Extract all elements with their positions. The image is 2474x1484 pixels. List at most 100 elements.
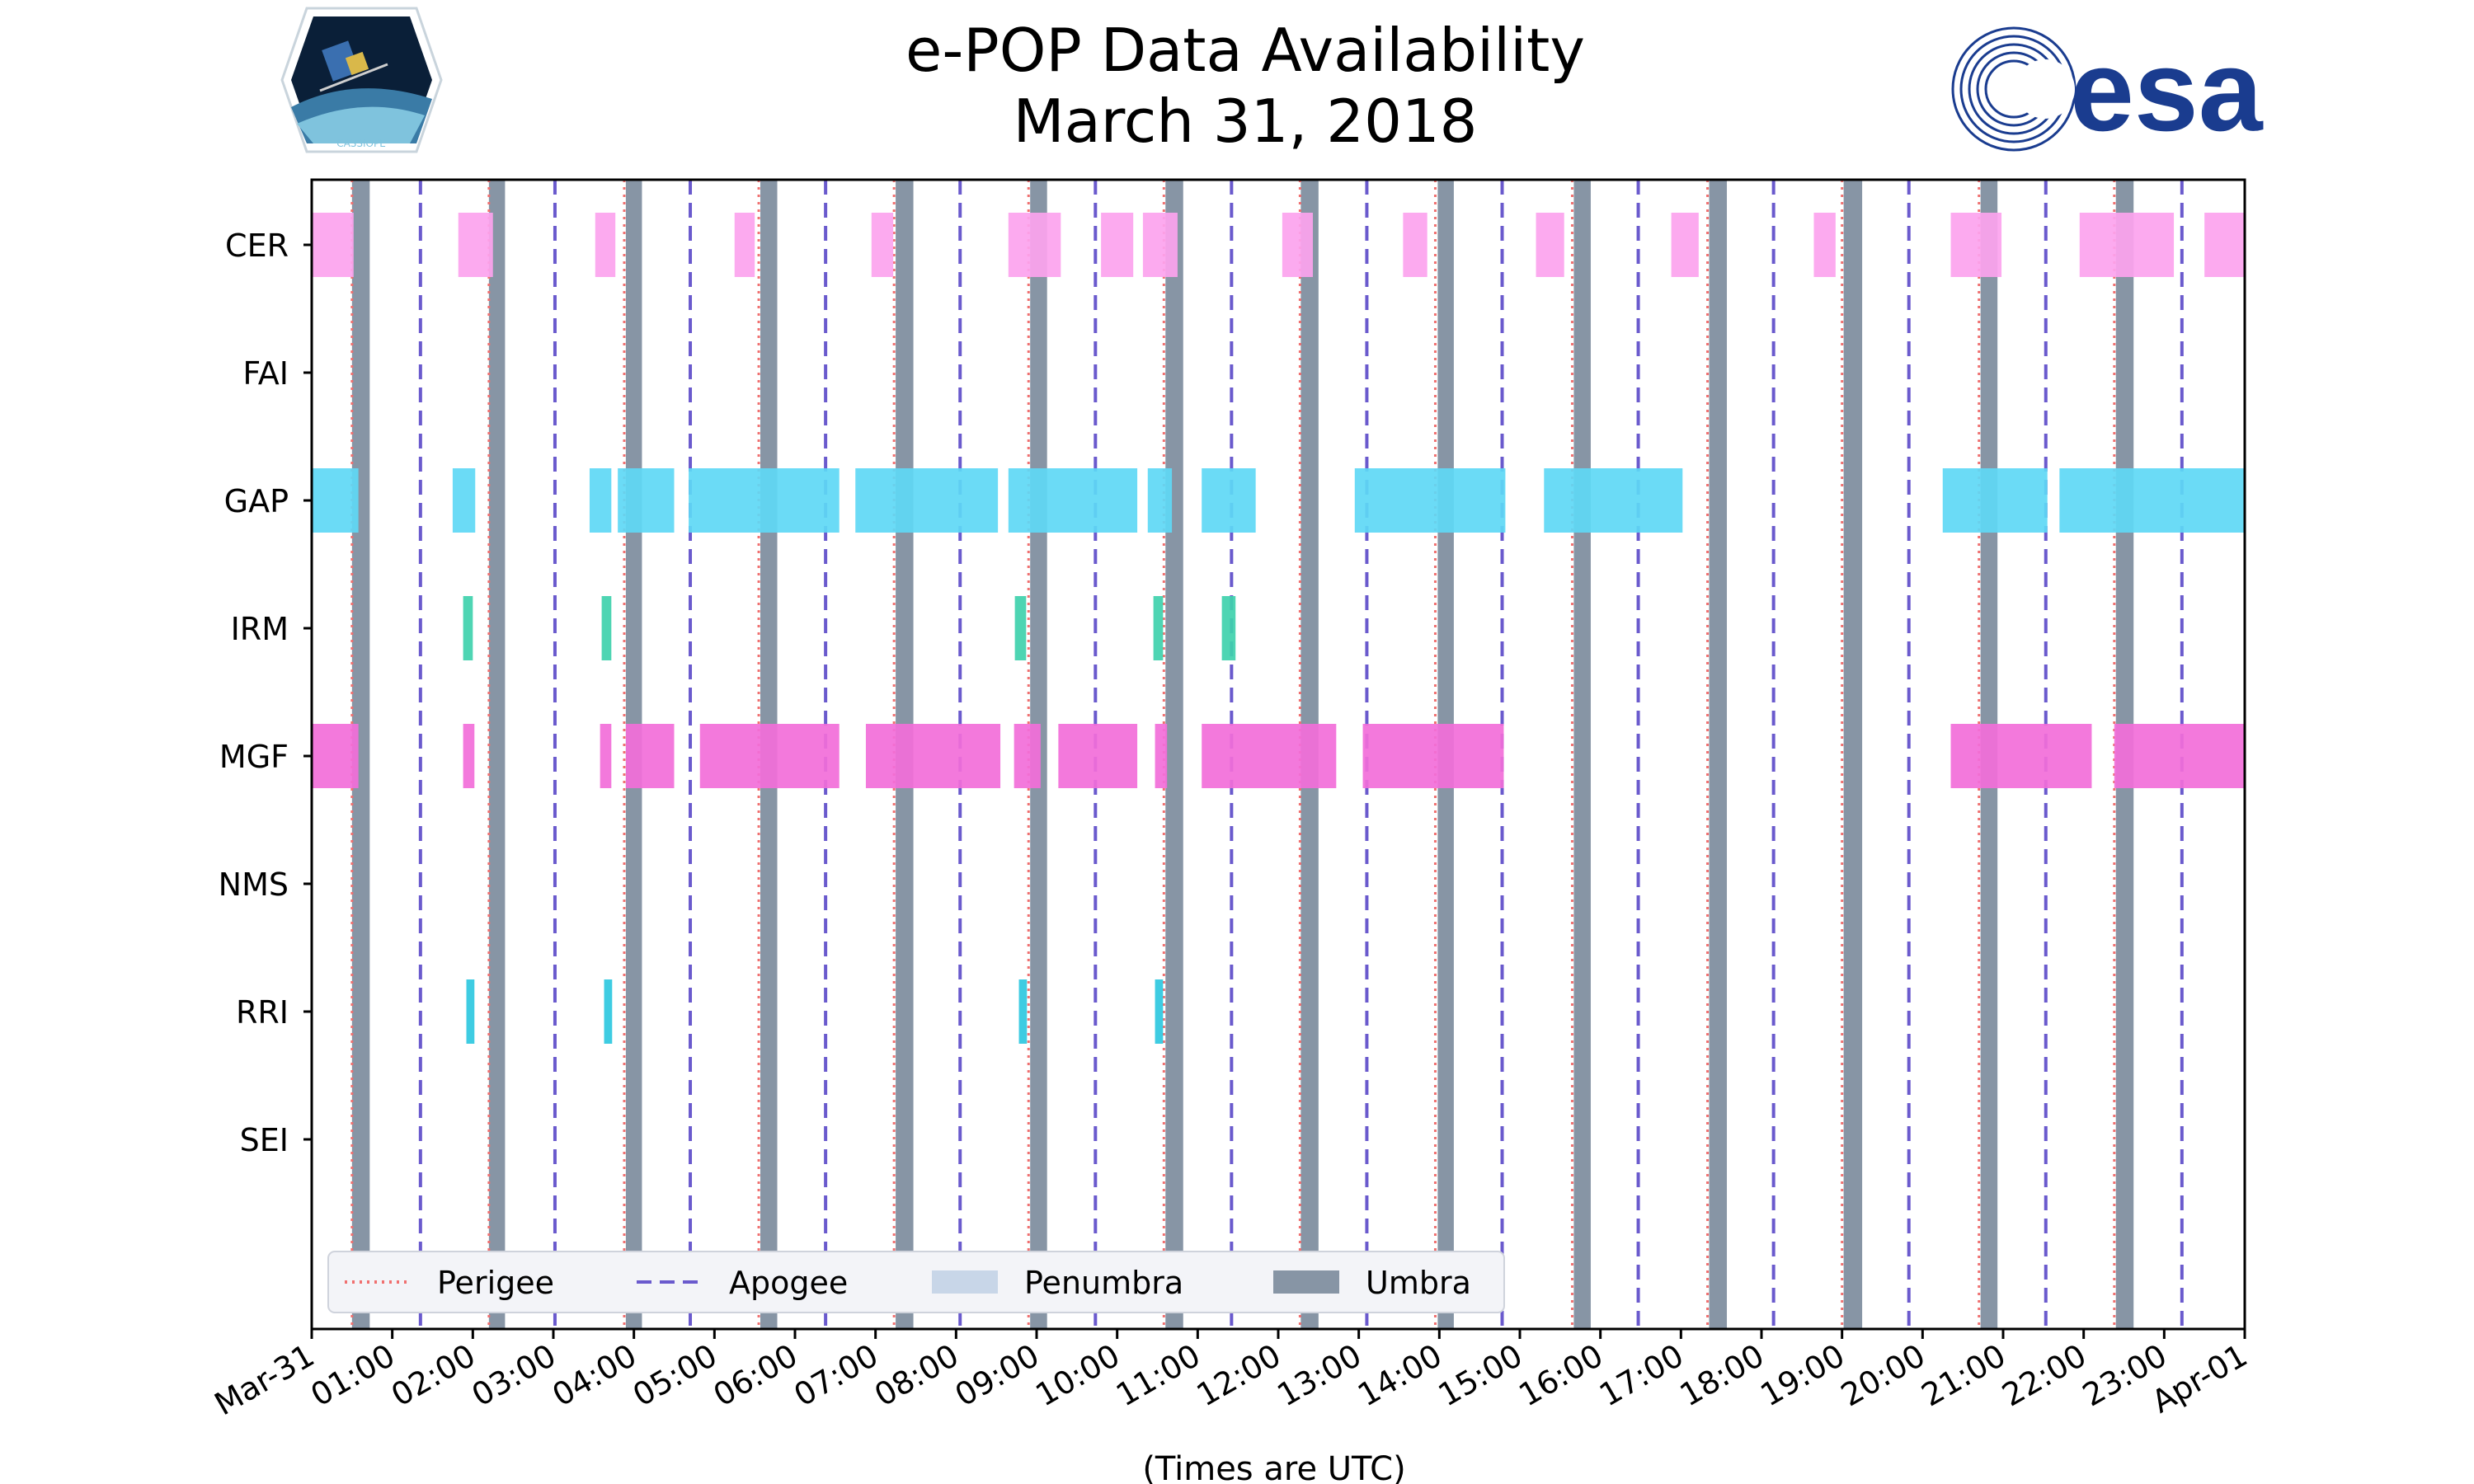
availability-bar-mgf	[699, 724, 840, 788]
y-tick-label-rri: RRI	[236, 994, 289, 1031]
availability-bar-cer	[1950, 213, 2002, 277]
availability-bar-gap	[589, 468, 612, 533]
x-tick-label: 20:00	[1835, 1337, 1931, 1414]
x-axis-label: (Times are UTC)	[1142, 1450, 1405, 1484]
availability-bar-rri	[466, 979, 475, 1044]
x-tick-label: 06:00	[708, 1337, 804, 1414]
legend-label-perigee: Perigee	[437, 1265, 554, 1301]
availability-bar-cer	[458, 213, 493, 277]
chart-subtitle: March 31, 2018	[1014, 87, 1478, 156]
y-tick-label-gap: GAP	[224, 483, 289, 519]
x-tick-label: 14:00	[1352, 1337, 1448, 1414]
legend-label-apogee: Apogee	[729, 1265, 848, 1301]
availability-bar-cer	[595, 213, 616, 277]
availability-bar-gap	[1008, 468, 1138, 533]
availability-bar-mgf	[1155, 724, 1168, 788]
availability-bar-cer	[2079, 213, 2175, 277]
x-tick-label: 12:00	[1191, 1337, 1287, 1414]
availability-bar-gap	[1202, 468, 1256, 533]
availability-bar-irm	[1014, 596, 1027, 660]
availability-bar-cer	[1008, 213, 1061, 277]
availability-bar-gap	[618, 468, 675, 533]
y-tick-label-sei: SEI	[240, 1122, 289, 1158]
x-tick-label: 01:00	[304, 1337, 401, 1414]
legend-swatch-penumbra	[932, 1270, 998, 1294]
availability-bar-mgf	[600, 724, 612, 788]
legend-label-penumbra: Penumbra	[1024, 1265, 1183, 1301]
umbra-band	[351, 180, 370, 1329]
esa-wordmark: esa	[2070, 26, 2264, 155]
x-tick-label: 11:00	[1110, 1337, 1206, 1414]
umbra-band	[1709, 180, 1728, 1329]
availability-bar-gap	[1147, 468, 1173, 533]
x-tick-label: 15:00	[1432, 1337, 1529, 1414]
availability-bar-mgf	[625, 724, 675, 788]
availability-bar-irm	[1153, 596, 1164, 660]
x-tick-label: 09:00	[949, 1337, 1046, 1414]
availability-bar-gap	[1544, 468, 1683, 533]
x-tick-label: 18:00	[1674, 1337, 1771, 1414]
x-tick-label: Mar-31	[209, 1337, 321, 1423]
availability-bar-irm	[601, 596, 612, 660]
availability-bar-gap	[2059, 468, 2245, 533]
availability-bar-gap	[1354, 468, 1506, 533]
x-tick-label: 02:00	[385, 1337, 482, 1414]
availability-bar-mgf	[312, 724, 359, 788]
y-tick-label-cer: CER	[225, 228, 289, 264]
umbra-band	[1573, 180, 1591, 1329]
cassiope-logo-text: CASSIOPE	[336, 138, 386, 149]
chart-title: e-POP Data Availability	[905, 16, 1585, 85]
legend-box	[327, 1251, 1505, 1313]
availability-bar-mgf	[1202, 724, 1337, 788]
esa-swirl-icon	[1951, 26, 2077, 152]
availability-bar-cer	[1813, 213, 1836, 277]
esa-logo: esa	[1951, 26, 2264, 155]
availability-bar-cer	[1671, 213, 1699, 277]
x-tick-label: 05:00	[627, 1337, 723, 1414]
x-tick-label: 08:00	[868, 1337, 965, 1414]
cassiope-logo: CASSIOPE	[280, 7, 443, 153]
availability-bar-gap	[312, 468, 359, 533]
x-tick-label: 16:00	[1512, 1337, 1609, 1414]
x-tick-label: 07:00	[788, 1337, 884, 1414]
availability-bar-cer	[2204, 213, 2245, 277]
y-tick-label-fai: FAI	[242, 355, 289, 392]
umbra-band	[1843, 180, 1863, 1329]
availability-bar-rri	[1155, 979, 1164, 1044]
x-tick-label: 13:00	[1271, 1337, 1367, 1414]
umbra-band	[1165, 180, 1183, 1329]
x-tick-label: 22:00	[1996, 1337, 2092, 1414]
x-tick-label: 03:00	[466, 1337, 562, 1414]
availability-bar-irm	[1221, 596, 1236, 660]
availability-bar-rri	[604, 979, 613, 1044]
availability-bar-cer	[1536, 213, 1564, 277]
availability-bar-mgf	[2114, 724, 2245, 788]
x-tick-label: 04:00	[546, 1337, 642, 1414]
availability-bar-cer	[734, 213, 755, 277]
availability-bar-mgf	[1362, 724, 1504, 788]
availability-bar-mgf	[1950, 724, 2092, 788]
y-tick-label-irm: IRM	[231, 611, 289, 647]
y-tick-label-mgf: MGF	[219, 739, 289, 775]
x-tick-label: 10:00	[1029, 1337, 1126, 1414]
availability-bar-gap	[689, 468, 840, 533]
x-tick-label: 19:00	[1754, 1337, 1851, 1414]
availability-bar-cer	[312, 213, 354, 277]
availability-bar-rri	[1018, 979, 1028, 1044]
availability-bar-cer	[1142, 213, 1178, 277]
availability-bar-gap	[452, 468, 476, 533]
availability-bar-cer	[871, 213, 894, 277]
legend-swatch-umbra	[1273, 1270, 1339, 1294]
availability-bar-mgf	[1058, 724, 1138, 788]
availability-bar-mgf	[463, 724, 475, 788]
umbra-band	[488, 180, 506, 1329]
availability-bar-mgf	[865, 724, 1001, 788]
availability-bar-cer	[1282, 213, 1313, 277]
x-tick-label: 21:00	[1916, 1337, 2012, 1414]
availability-bar-cer	[1403, 213, 1427, 277]
legend-label-umbra: Umbra	[1366, 1265, 1471, 1301]
availability-bar-irm	[463, 596, 473, 660]
availability-bar-gap	[1942, 468, 2048, 533]
availability-bar-cer	[1101, 213, 1134, 277]
